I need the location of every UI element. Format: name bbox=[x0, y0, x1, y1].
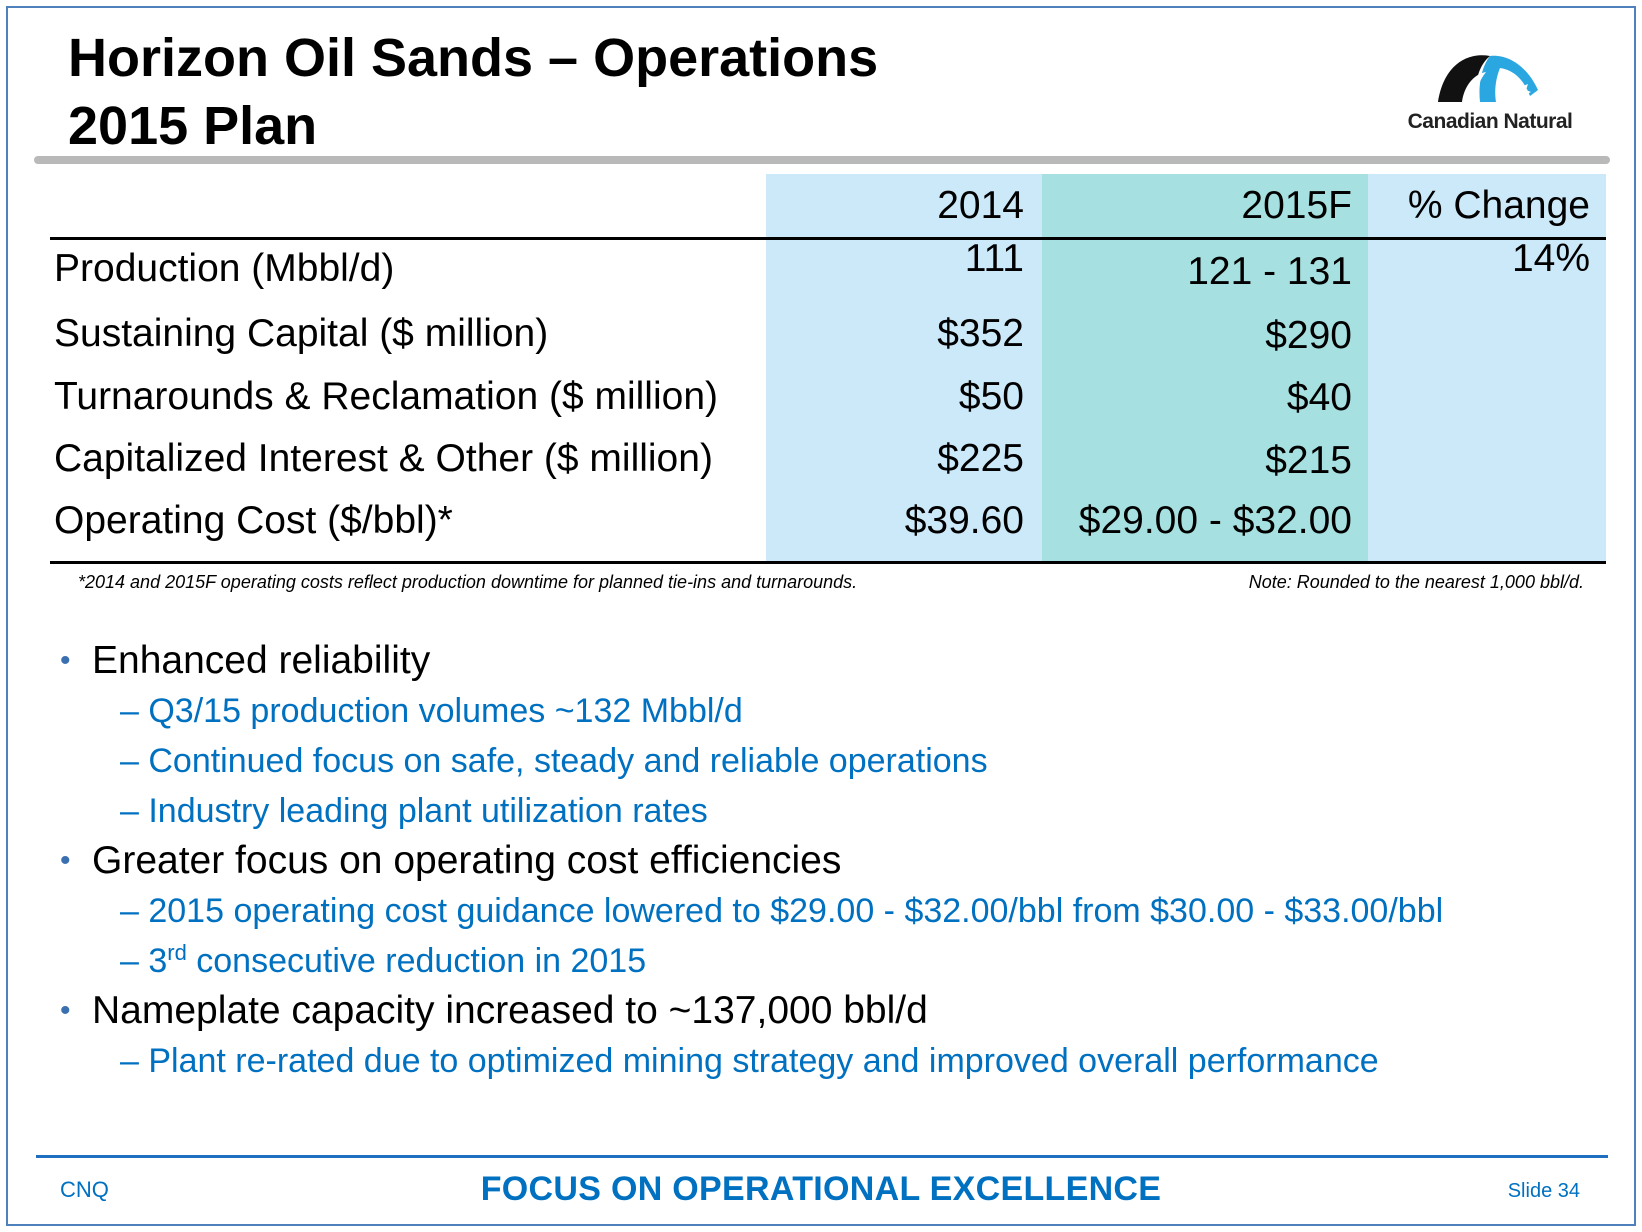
table-footnote: *2014 and 2015F operating costs reflect … bbox=[78, 572, 858, 592]
slide-title: Horizon Oil Sands – Operations 2015 Plan bbox=[68, 24, 878, 160]
footer-divider bbox=[36, 1155, 1608, 1158]
cell-capitalized-interest-2015f: $215 bbox=[1265, 439, 1352, 482]
cell-capitalized-interest-2014: $225 bbox=[937, 437, 1024, 480]
cell-turnarounds-2015f: $40 bbox=[1286, 376, 1352, 419]
title-line-1: Horizon Oil Sands – Operations bbox=[68, 28, 879, 88]
sub-bullet-item: – 3rd consecutive reduction in 2015 bbox=[58, 936, 1598, 986]
footer-tagline: FOCUS ON OPERATIONAL EXCELLENCE bbox=[480, 1170, 1162, 1208]
sub-bullet-item: – Q3/15 production volumes ~132 Mbbl/d bbox=[120, 692, 743, 730]
column-pct-change-background bbox=[1368, 174, 1606, 564]
cell-sustaining-capital-2015f: $290 bbox=[1265, 314, 1352, 357]
bullet-item: • Enhanced reliability bbox=[58, 636, 1598, 686]
bullet-dot-icon: • bbox=[60, 994, 71, 1027]
cell-production-2014: 111 bbox=[964, 237, 1024, 280]
cell-turnarounds-2014: $50 bbox=[958, 375, 1024, 418]
row-label-operating-cost: Operating Cost ($/bbl)* bbox=[54, 499, 453, 542]
sub-bullet-prefix: – 3 bbox=[120, 942, 168, 980]
footer-ticker: CNQ bbox=[60, 1177, 109, 1202]
title-line-2: 2015 Plan bbox=[68, 96, 318, 156]
header-pct-change: % Change bbox=[1407, 184, 1590, 227]
row-label-turnarounds: Turnarounds & Reclamation ($ million) bbox=[54, 375, 718, 418]
canadian-natural-logo: Canadian Natural bbox=[1390, 50, 1590, 140]
table-header-rule bbox=[50, 237, 1606, 240]
slide-number: Slide 34 bbox=[1507, 1180, 1580, 1202]
cell-operating-cost-2014: $39.60 bbox=[904, 499, 1024, 542]
header-2014: 2014 bbox=[937, 184, 1024, 227]
table-note: Note: Rounded to the nearest 1,000 bbl/d… bbox=[1248, 572, 1584, 592]
cell-sustaining-capital-2014: $352 bbox=[937, 312, 1024, 355]
cell-production-2015f: 121 - 131 bbox=[1187, 250, 1352, 293]
bullet-item: • Nameplate capacity increased to ~137,0… bbox=[58, 986, 1598, 1036]
table-bottom-rule bbox=[50, 561, 1606, 564]
row-label-sustaining-capital: Sustaining Capital ($ million) bbox=[54, 312, 549, 355]
row-label-production: Production (Mbbl/d) bbox=[54, 247, 395, 290]
row-label-capitalized-interest: Capitalized Interest & Other ($ million) bbox=[54, 437, 713, 480]
sub-bullet-item: – 2015 operating cost guidance lowered t… bbox=[120, 892, 1444, 930]
logo-wordmark: Canadian Natural bbox=[1407, 110, 1573, 133]
sub-bullet-suffix: consecutive reduction in 2015 bbox=[186, 942, 647, 980]
bullet-text: Greater focus on operating cost efficien… bbox=[92, 839, 842, 882]
bullet-dot-icon: • bbox=[60, 844, 71, 877]
bullet-text: Nameplate capacity increased to ~137,000… bbox=[92, 989, 928, 1032]
ordinal-superscript: rd bbox=[167, 940, 187, 965]
header-2015f: 2015F bbox=[1241, 184, 1352, 227]
cell-operating-cost-2015f: $29.00 - $32.00 bbox=[1078, 499, 1352, 542]
bullet-dot-icon: • bbox=[60, 644, 71, 677]
cell-production-pct: 14% bbox=[1511, 237, 1590, 280]
logo-mark-icon bbox=[1438, 55, 1538, 102]
title-divider bbox=[34, 156, 1610, 164]
sub-bullet-item: – Industry leading plant utilization rat… bbox=[120, 792, 708, 830]
bullet-item: • Greater focus on operating cost effici… bbox=[58, 836, 1598, 886]
bullet-text: Enhanced reliability bbox=[92, 639, 431, 682]
bullet-list: • Enhanced reliability – Q3/15 productio… bbox=[58, 636, 1598, 1086]
sub-bullet-item: – Continued focus on safe, steady and re… bbox=[120, 742, 988, 780]
sub-bullet-item: – Plant re-rated due to optimized mining… bbox=[120, 1042, 1379, 1080]
